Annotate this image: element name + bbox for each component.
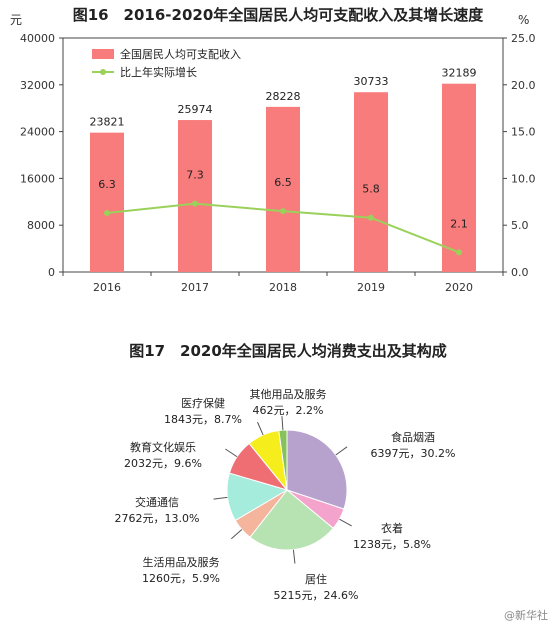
pie-leader-line: [257, 421, 264, 436]
left-tick-label: 40000: [20, 32, 55, 45]
consumption-pie-chart: 图17 2020年全国居民人均消费支出及其构成 食品烟酒 6397元，30.2% 衣…: [115, 342, 456, 602]
pie-leader-line: [292, 549, 296, 564]
x-tick-label: 2018: [269, 281, 297, 294]
growth-point: [368, 214, 374, 221]
legend-line-marker: [100, 69, 106, 75]
bar-value-label: 23821: [90, 116, 125, 129]
pie-slice-name: 生活用品及服务: [143, 555, 220, 569]
growth-point: [280, 208, 286, 215]
pie-slice: [249, 489, 334, 551]
growth-value-label: 5.8: [362, 183, 380, 196]
pie-slice-name: 教育文化娱乐: [130, 440, 196, 454]
right-tick-label: 0.0: [511, 266, 529, 279]
pie-slice-value: 2762元，13.0%: [115, 512, 200, 525]
left-tick-label: 16000: [20, 172, 55, 185]
growth-point: [456, 249, 462, 256]
x-tick-label: 2019: [357, 281, 385, 294]
growth-point: [192, 200, 198, 207]
pie-slice-name: 居住: [305, 572, 327, 586]
income-combo-chart: 图16 2016-2020年全国居民人均可支配收入及其增长速度 元 % 0 800…: [10, 6, 536, 294]
right-tick-label: 15.0: [511, 126, 536, 139]
pie-slice-value: 5215元，24.6%: [274, 589, 359, 602]
pie-slice: [286, 429, 348, 510]
income-bar: [354, 92, 388, 273]
legend-bar-label: 全国居民人均可支配收入: [120, 47, 241, 61]
growth-value-label: 6.5: [274, 176, 292, 189]
pie-slice-value: 2032元，9.6%: [124, 457, 202, 470]
right-tick-label: 25.0: [511, 32, 536, 45]
pie-slice-value: 6397元，30.2%: [371, 447, 456, 460]
pie-leader-line: [281, 416, 284, 431]
income-bar: [178, 120, 212, 273]
income-bar: [266, 106, 300, 272]
bar-value-label: 30733: [354, 75, 389, 88]
watermark: @新华社: [504, 609, 548, 622]
growth-value-label: 6.3: [98, 178, 116, 191]
x-tick-label: 2020: [445, 281, 473, 294]
pie-leader-line: [339, 518, 352, 527]
pie-slice-name: 医疗保健: [181, 396, 225, 410]
pie-leader-line: [213, 496, 228, 500]
left-tick-label: 8000: [27, 219, 55, 232]
income-bar: [90, 132, 124, 272]
left-axis-unit: 元: [10, 13, 22, 27]
pie-slice-name: 其他用品及服务: [250, 388, 327, 401]
growth-point: [104, 210, 110, 217]
left-tick-label: 32000: [20, 79, 55, 92]
pie-leader-line: [230, 529, 243, 540]
right-axis-unit: %: [518, 13, 529, 27]
growth-value-label: 2.1: [450, 217, 468, 230]
left-tick-label: 24000: [20, 126, 55, 139]
chart2-title: 图17 2020年全国居民人均消费支出及其构成: [129, 342, 447, 360]
legend-line-label: 比上年实际增长: [120, 65, 197, 79]
pie-slice-value: 1238元，5.8%: [353, 538, 431, 551]
income-bar: [442, 83, 476, 272]
pie-leader-line: [225, 448, 238, 458]
pie-slice-value: 1260元，5.9%: [142, 572, 220, 585]
left-tick-label: 0: [48, 266, 55, 279]
x-tick-label: 2016: [93, 281, 121, 294]
right-tick-label: 5.0: [511, 219, 529, 232]
bar-value-label: 28228: [266, 90, 301, 103]
right-tick-label: 10.0: [511, 172, 536, 185]
x-tick-label: 2017: [181, 281, 209, 294]
bar-value-label: 25974: [178, 103, 213, 116]
pie-slice-name: 食品烟酒: [391, 430, 435, 444]
pie-leader-line: [335, 446, 348, 456]
pie-slice-name: 衣着: [381, 521, 403, 535]
bar-value-label: 32189: [442, 67, 477, 80]
right-tick-label: 20.0: [511, 79, 536, 92]
pie-slice-value: 1843元，8.7%: [164, 413, 242, 426]
pie-slice-value: 462元，2.2%: [253, 404, 324, 417]
pie-slice-name: 交通通信: [135, 495, 179, 509]
legend-bar-swatch: [92, 49, 114, 59]
chart1-title: 图16 2016-2020年全国居民人均可支配收入及其增长速度: [73, 6, 485, 24]
growth-value-label: 7.3: [186, 169, 204, 182]
